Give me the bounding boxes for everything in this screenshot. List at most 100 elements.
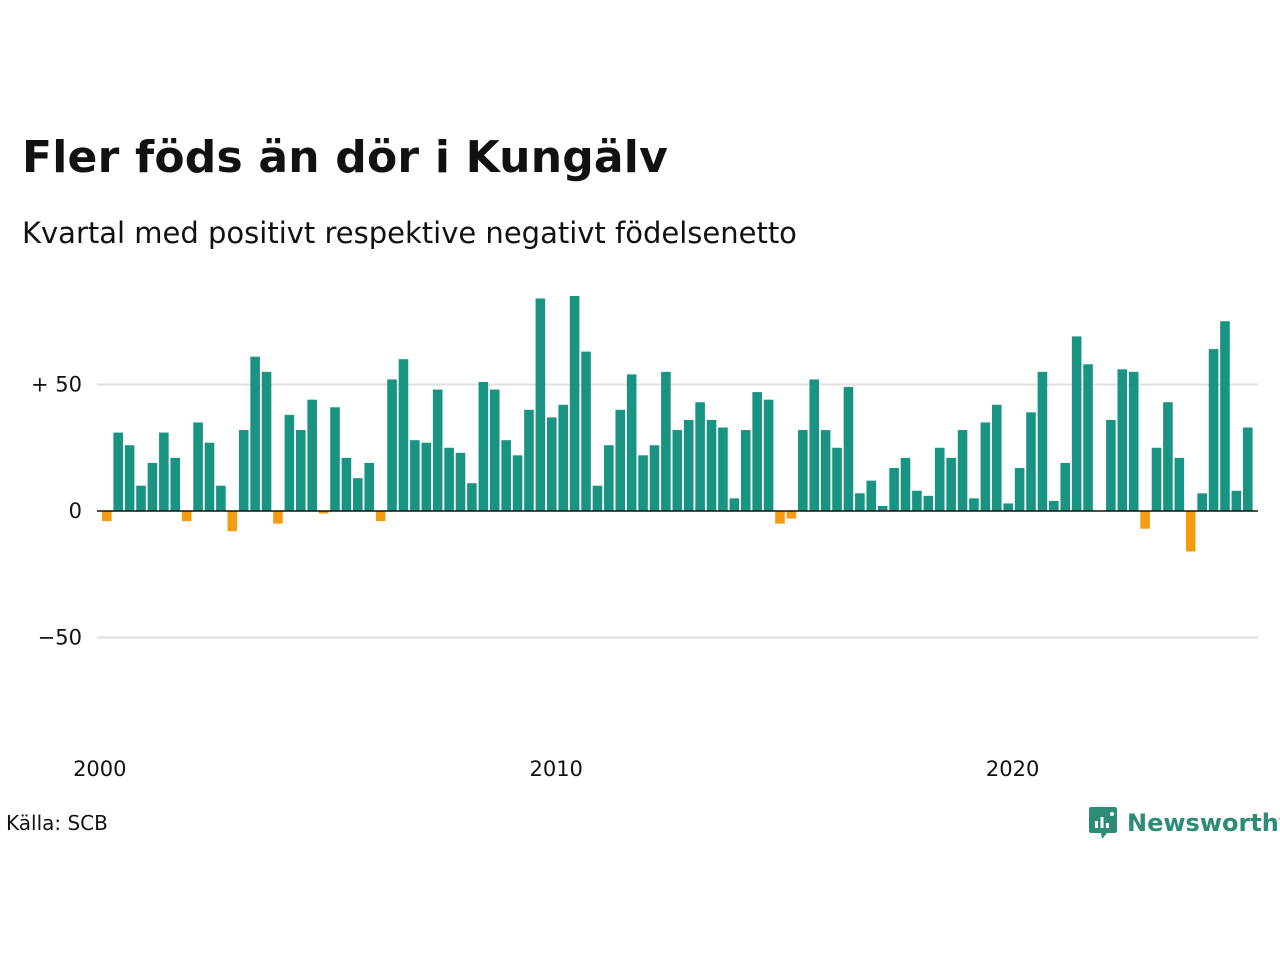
bar-2019-Q1 [969, 498, 979, 511]
bar-2004-Q4 [318, 511, 329, 514]
bar-2010-Q1 [558, 404, 568, 511]
bar-2019-Q3 [991, 404, 1002, 511]
bar-2001-Q2 [159, 432, 169, 511]
bar-2003-Q4 [273, 511, 283, 524]
bar-2020-Q2 [1026, 412, 1036, 511]
bar-2014-Q4 [775, 511, 785, 524]
bar-2018-Q2 [934, 447, 945, 511]
bar-2008-Q2 [478, 381, 489, 511]
bar-2011-Q1 [604, 445, 614, 511]
bar-2009-Q1 [512, 455, 523, 511]
bar-2009-Q2 [524, 409, 534, 511]
bar-2014-Q3 [763, 399, 774, 511]
bar-2018-Q4 [957, 430, 968, 511]
bar-2010-Q2 [569, 295, 580, 511]
bar-2019-Q2 [980, 422, 991, 511]
bar-2010-Q4 [592, 485, 603, 511]
bar-2008-Q3 [489, 389, 500, 511]
bar-2012-Q1 [649, 445, 660, 511]
bar-2004-Q1 [284, 414, 295, 511]
bar-2001-Q1 [147, 462, 158, 511]
bar-2000-Q1 [102, 511, 112, 522]
bar-2016-Q4 [866, 480, 877, 511]
bar-2007-Q2 [432, 389, 443, 511]
bar-2001-Q4 [181, 511, 192, 522]
bar-2013-Q2 [706, 419, 717, 511]
bar-2021-Q2 [1071, 336, 1082, 511]
bar-2025-Q1 [1243, 427, 1253, 511]
bar-2020-Q1 [1014, 467, 1025, 511]
bar-2015-Q1 [786, 511, 797, 519]
bar-2016-Q3 [855, 493, 865, 511]
bar-2002-Q2 [204, 442, 215, 511]
bar-2020-Q3 [1037, 371, 1048, 511]
bar-2002-Q3 [216, 485, 226, 511]
bar-2001-Q3 [170, 457, 181, 511]
bar-2014-Q1 [740, 430, 751, 511]
bar-2011-Q2 [615, 409, 626, 511]
bar-2005-Q4 [364, 462, 375, 511]
bar-2004-Q2 [295, 430, 306, 511]
bar-2000-Q4 [136, 485, 146, 511]
bar-2024-Q2 [1208, 349, 1219, 511]
bar-2022-Q4 [1140, 511, 1150, 529]
bar-2022-Q2 [1117, 369, 1128, 511]
bar-2017-Q4 [912, 490, 922, 511]
bar-2012-Q2 [661, 371, 671, 511]
bar-2021-Q1 [1060, 462, 1071, 511]
bar-2024-Q1 [1197, 493, 1207, 511]
bar-2007-Q4 [455, 452, 466, 511]
bar-2022-Q1 [1106, 419, 1116, 511]
bar-2003-Q2 [250, 356, 260, 511]
bar-2022-Q3 [1128, 371, 1139, 511]
bar-2005-Q3 [353, 478, 363, 511]
x-tick-label: 2020 [986, 757, 1039, 781]
bar-2000-Q3 [124, 445, 135, 511]
bar-2011-Q3 [626, 374, 637, 511]
bar-2013-Q4 [729, 498, 740, 511]
bar-2007-Q1 [421, 442, 432, 511]
bar-2014-Q2 [752, 392, 762, 511]
bar-2009-Q3 [535, 298, 546, 511]
source-note: Källa: SCB [6, 811, 108, 835]
bar-2012-Q4 [683, 419, 694, 511]
brand-logo[interactable]: Newsworthy [1088, 805, 1280, 841]
bar-2015-Q2 [798, 430, 808, 511]
axes: −50 0 + 50 2000 2010 2020 [31, 373, 1258, 781]
bar-2012-Q3 [672, 430, 683, 511]
bar-2024-Q4 [1231, 490, 1242, 511]
bar-2002-Q4 [227, 511, 238, 532]
bar-2009-Q4 [546, 417, 557, 511]
bar-2007-Q3 [444, 447, 454, 511]
bar-2015-Q4 [820, 430, 831, 511]
bar-2006-Q4 [410, 440, 420, 511]
bar-2023-Q1 [1151, 447, 1162, 511]
bar-2024-Q3 [1220, 321, 1230, 511]
brand-name: Newsworthy [1127, 809, 1280, 837]
bar-2016-Q2 [843, 387, 854, 511]
bar-2017-Q3 [900, 457, 911, 511]
bar-2015-Q3 [809, 379, 820, 511]
newsworthy-chart-bubble-icon [1089, 807, 1117, 839]
bar-2017-Q2 [889, 467, 899, 511]
bar-2017-Q1 [877, 505, 888, 511]
bar-2023-Q4 [1185, 511, 1196, 552]
chart-subtitle: Kvartal med positivt respektive negativt… [22, 216, 797, 250]
bar-2013-Q1 [695, 402, 705, 511]
bar-2006-Q3 [398, 359, 409, 511]
bars [102, 295, 1253, 552]
x-tick-label: 2010 [529, 757, 582, 781]
y-tick-label: 0 [69, 499, 82, 523]
bar-2005-Q2 [341, 457, 352, 511]
chart-title: Fler föds än dör i Kungälv [22, 132, 668, 183]
x-tick-label: 2000 [73, 757, 126, 781]
bar-2006-Q2 [387, 379, 397, 511]
bar-2002-Q1 [193, 422, 203, 511]
bar-2004-Q3 [307, 399, 317, 511]
bar-2018-Q3 [946, 457, 956, 511]
bar-2019-Q4 [1003, 503, 1013, 511]
bar-2008-Q1 [467, 483, 477, 511]
bar-2023-Q3 [1174, 457, 1185, 511]
y-tick-label: −50 [38, 626, 82, 650]
